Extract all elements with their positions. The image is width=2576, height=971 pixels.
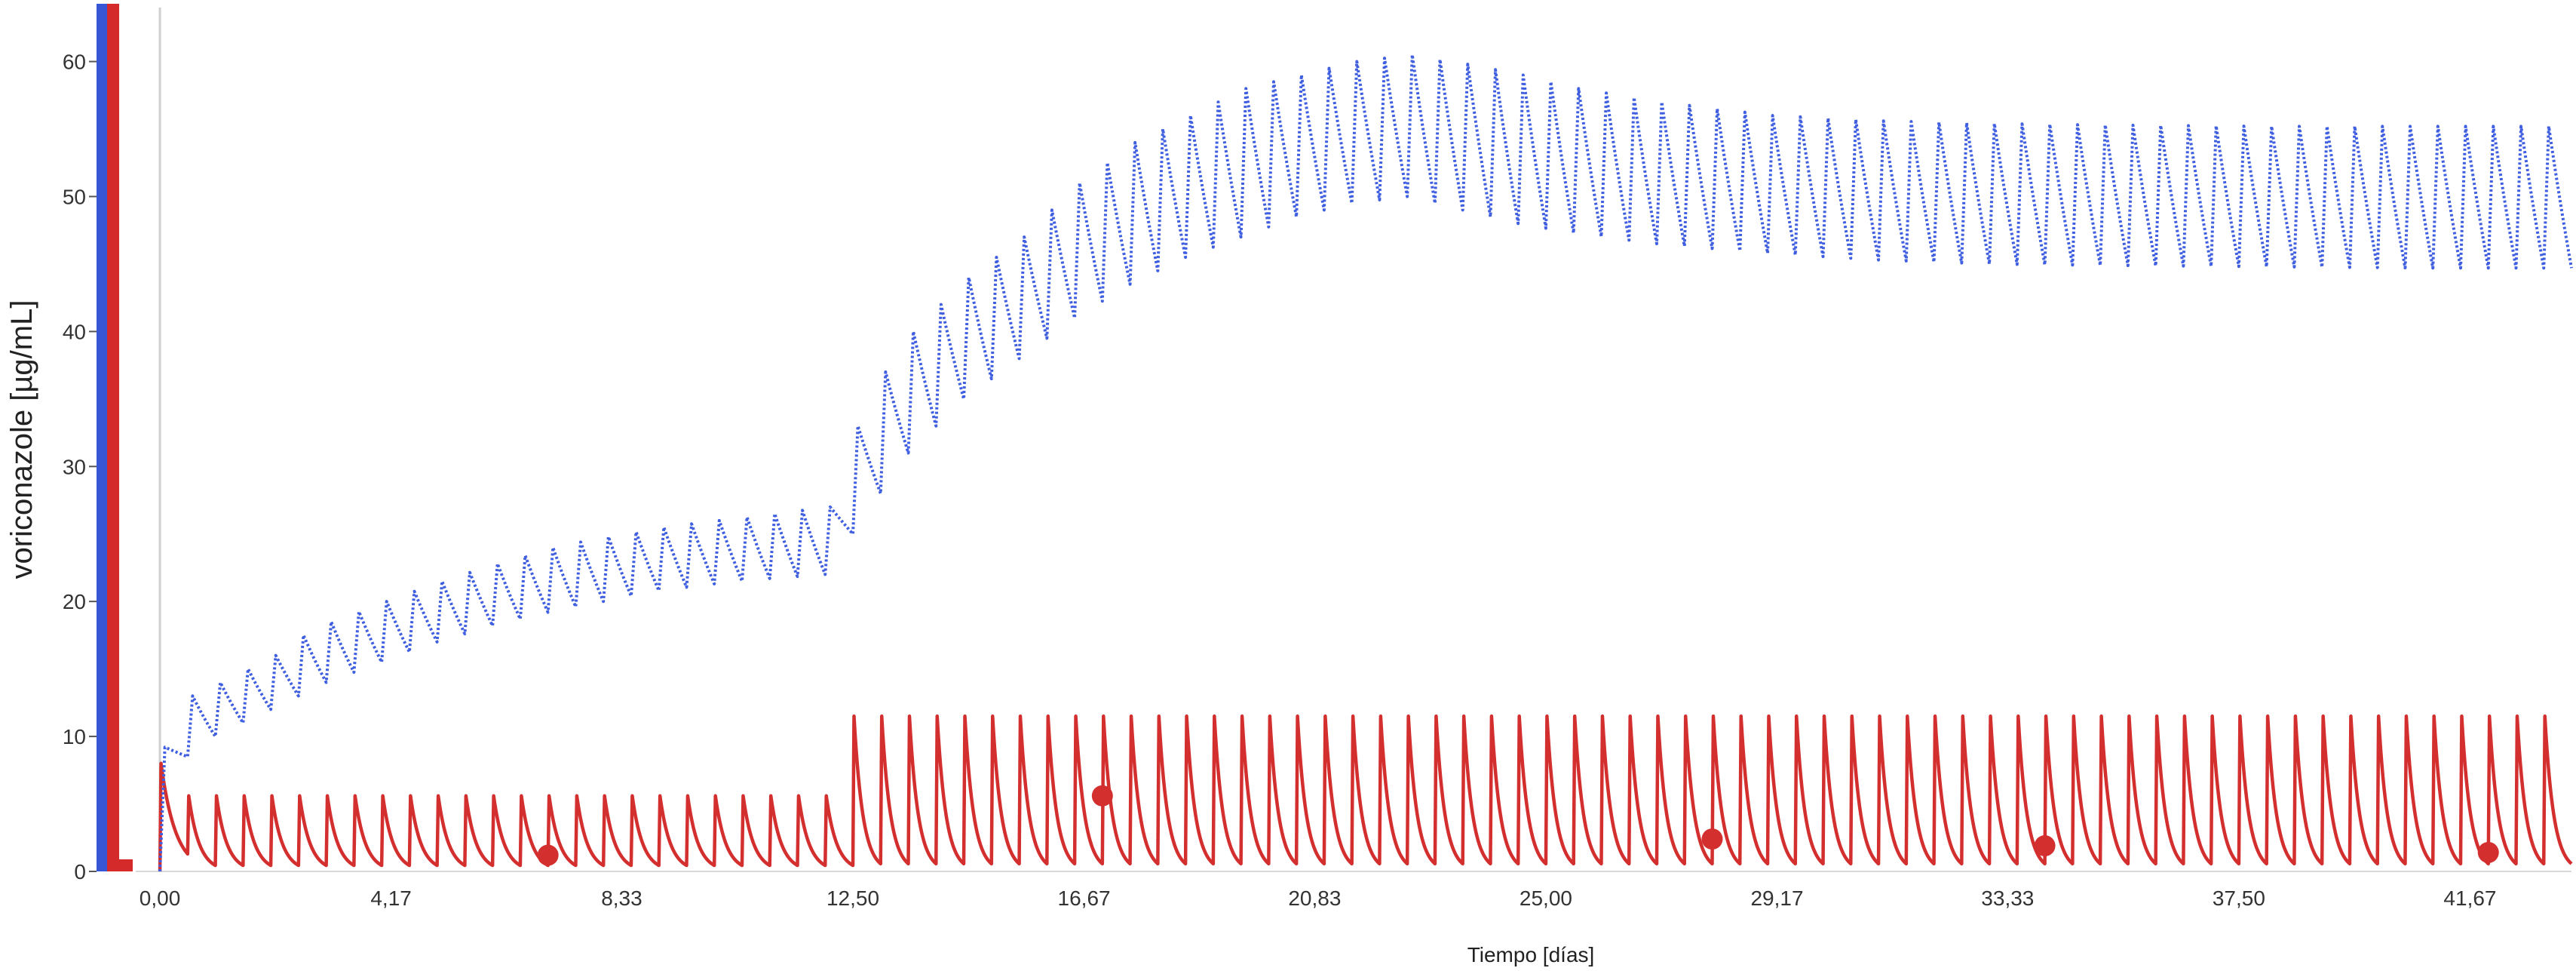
- x-tick-label: 37,50: [2213, 886, 2265, 910]
- x-tick-label: 25,00: [1520, 886, 1572, 910]
- y-axis-bar-blue: [97, 4, 107, 871]
- y-axis-bar-foot: [119, 859, 133, 871]
- observation-point[interactable]: [2034, 835, 2056, 857]
- series-red-line: [158, 714, 2573, 872]
- observation-point[interactable]: [537, 844, 559, 866]
- x-tick-label: 16,67: [1058, 886, 1111, 910]
- observation-point[interactable]: [1091, 785, 1113, 807]
- chart-axes: 0 10 20 30 40 50 60 0,00 4,17 8,33 12,50 16,67 20,83…: [63, 4, 2497, 910]
- x-tick-label: 29,17: [1750, 886, 1803, 910]
- y-axis-bar-red: [107, 4, 119, 871]
- y-axis-title: voriconazole [µg/mL]: [5, 300, 38, 579]
- y-tick-label: 10: [63, 725, 86, 748]
- y-tick-label: 30: [63, 455, 86, 478]
- x-tick-label: 33,33: [1981, 886, 2034, 910]
- x-tick-label: 8,33: [601, 886, 642, 910]
- y-tick-label: 40: [63, 320, 86, 343]
- chart-grid: [136, 8, 2571, 872]
- y-tick-label: 0: [74, 860, 86, 883]
- x-tick-label: 0,00: [140, 886, 181, 910]
- chart-series: [158, 53, 2573, 872]
- observation-point[interactable]: [2477, 841, 2499, 863]
- y-tick-label: 60: [63, 51, 86, 74]
- observation-point[interactable]: [1701, 828, 1723, 850]
- x-tick-label: 12,50: [826, 886, 879, 910]
- observation-points: [537, 785, 2499, 866]
- series-blue-line: [158, 53, 2573, 872]
- x-tick-label: 20,83: [1288, 886, 1341, 910]
- x-axis-title: Tiempo [días]: [1467, 943, 1595, 966]
- y-tick-label: 20: [63, 590, 86, 613]
- y-tick-label: 50: [63, 185, 86, 208]
- x-tick-label: 4,17: [370, 886, 412, 910]
- x-tick-label: 41,67: [2443, 886, 2496, 910]
